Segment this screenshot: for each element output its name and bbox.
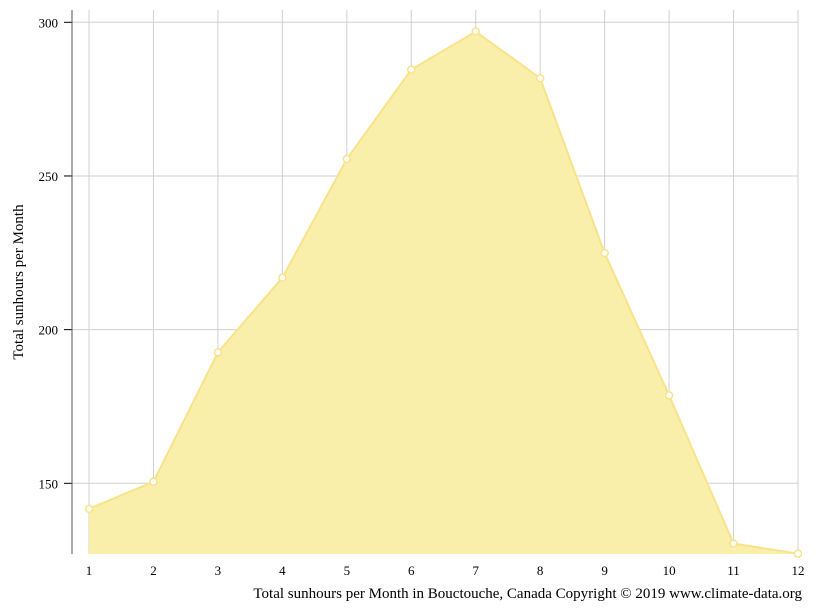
series-line: [88, 30, 799, 555]
data-point: [600, 248, 609, 258]
x-tick-label: 1: [86, 563, 93, 578]
x-tick-label: 3: [215, 563, 222, 578]
chart-caption: Total sunhours per Month in Bouctouche, …: [253, 586, 802, 602]
plot-area: [84, 27, 803, 558]
y-tick-label: 300: [39, 15, 59, 30]
x-tick-label: 5: [344, 563, 351, 578]
y-tick-label: 200: [39, 323, 59, 338]
y-tick-label: 250: [39, 169, 59, 184]
data-point: [213, 348, 223, 357]
y-tick-label: 150: [39, 476, 59, 491]
x-tick-label: 10: [663, 563, 676, 578]
data-point: [793, 549, 803, 558]
x-tick-label: 6: [408, 563, 415, 578]
data-point: [471, 27, 480, 36]
x-tick-label: 7: [472, 563, 479, 578]
x-tick-label: 9: [601, 563, 608, 578]
x-tick-label: 8: [537, 563, 544, 578]
x-tick-label: 12: [792, 563, 805, 578]
series-area: [89, 31, 798, 555]
data-point: [149, 477, 158, 487]
y-axis-title: Total sunhours per Month: [11, 204, 27, 360]
x-tick-label: 4: [279, 563, 286, 578]
data-point: [342, 154, 352, 164]
x-tick-label: 11: [727, 563, 740, 578]
x-tick-label: 2: [150, 563, 157, 578]
data-point: [407, 65, 416, 74]
data-point: [535, 73, 545, 83]
data-point: [664, 391, 674, 400]
data-point: [84, 504, 94, 514]
data-point: [729, 539, 738, 548]
data-point: [278, 273, 287, 282]
